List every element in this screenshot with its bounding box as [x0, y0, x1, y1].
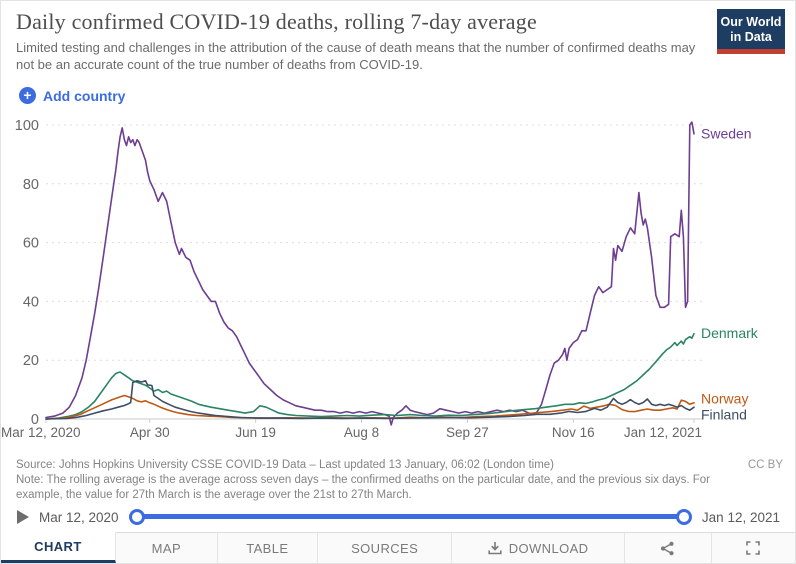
owid-logo[interactable]: Our World in Data: [717, 9, 785, 54]
license-badge[interactable]: CC BY: [747, 459, 783, 471]
tab-chart-label: CHART: [34, 539, 82, 554]
y-tick-label: 100: [15, 118, 39, 134]
page-title: Daily confirmed COVID-19 deaths, rolling…: [16, 9, 537, 34]
tab-chart[interactable]: CHART: [1, 532, 116, 563]
share-button[interactable]: [624, 532, 712, 563]
series-label-denmark: Denmark: [701, 325, 759, 341]
x-tick-label: Aug 8: [344, 425, 379, 440]
line-chart[interactable]: 0 20 40 60 80 100 Mar 12, 2020 Apr 30 Jun 19 Aug …: [1, 96, 796, 456]
series-line-denmark[interactable]: [45, 332, 695, 420]
tab-sources[interactable]: SOURCES: [317, 532, 453, 563]
chart-footer: Source: Johns Hopkins University CSSE CO…: [16, 458, 783, 503]
source-text: Source: Johns Hopkins University CSSE CO…: [16, 459, 555, 471]
y-tick-label: 20: [23, 353, 39, 369]
plus-circle-icon: +: [19, 87, 36, 104]
x-tick-label: Nov 16: [552, 425, 595, 440]
owid-logo-line1: Our World: [720, 15, 782, 29]
series-line-finland[interactable]: [45, 379, 695, 420]
y-tick-label: 60: [23, 236, 39, 252]
chart-header: Daily confirmed COVID-19 deaths, rolling…: [16, 9, 700, 74]
y-tick-label: 80: [23, 177, 39, 193]
note-text: Note: The rolling average is the average…: [16, 473, 711, 501]
y-tick-label: 40: [23, 294, 39, 310]
series-label-sweden: Sweden: [701, 125, 752, 141]
slider-track[interactable]: [136, 514, 684, 519]
add-country-label: Add country: [43, 87, 126, 104]
owid-logo-line2: in Data: [730, 30, 772, 44]
x-tick-label: Jun 19: [235, 425, 276, 440]
timeline-controls: Mar 12, 2020 Jan 12, 2021: [17, 505, 780, 529]
timeline-start-date: Mar 12, 2020: [39, 509, 119, 525]
fullscreen-button[interactable]: [711, 532, 795, 563]
page-subtitle: Limited testing and challenges in the at…: [16, 40, 696, 72]
tab-download-label: DOWNLOAD: [508, 540, 589, 556]
slider-end-handle[interactable]: [675, 509, 692, 525]
tab-bar: CHART MAP TABLE SOURCES DOWNLOAD: [1, 532, 795, 563]
x-tick-label: Jan 12, 2021: [624, 425, 702, 440]
share-nodes-icon: [661, 541, 674, 555]
series-label-finland: Finland: [701, 407, 747, 423]
x-tick-label: Apr 30: [130, 425, 170, 440]
series-line-sweden[interactable]: [45, 121, 695, 426]
expand-corners-icon: [746, 541, 761, 555]
tab-sources-label: SOURCES: [351, 540, 419, 556]
timeline-end-date: Jan 12, 2021: [701, 509, 780, 525]
tab-table-label: TABLE: [246, 540, 289, 556]
timeline-slider[interactable]: [128, 509, 692, 525]
slider-start-handle[interactable]: [128, 509, 145, 525]
download-tray-icon: [488, 542, 502, 555]
tab-map[interactable]: MAP: [115, 532, 218, 563]
tab-map-label: MAP: [151, 540, 182, 556]
y-tick-label: 0: [31, 412, 39, 428]
play-button[interactable]: [17, 510, 29, 524]
tab-download[interactable]: DOWNLOAD: [452, 532, 625, 563]
x-tick-label: Mar 12, 2020: [1, 425, 81, 440]
tab-table[interactable]: TABLE: [217, 532, 318, 563]
x-tick-label: Sep 27: [446, 425, 489, 440]
series-label-norway: Norway: [701, 390, 748, 406]
add-country-button[interactable]: + Add country: [19, 87, 125, 104]
